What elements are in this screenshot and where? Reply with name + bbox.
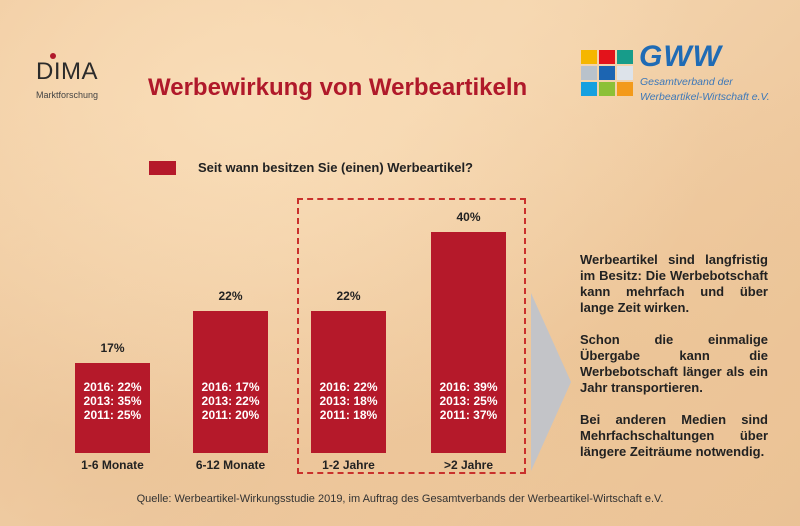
arrow-icon [531,293,571,471]
dima-logo: DIMA Marktforschung [36,52,116,104]
bar-value-label: 22% [336,289,361,303]
comparison-line: 2011: 37% [439,408,498,422]
bar-comparison-label: 2016: 22% 2013: 35% 2011: 25% [75,380,150,422]
dima-logo-dot [50,53,56,59]
side-text: Werbeartikel sind langfristig im Besitz:… [580,252,768,476]
comparison-line: 2011: 18% [319,408,378,422]
bar [193,311,268,453]
comparison-line: 2013: 35% [83,394,142,408]
highlight-box [297,198,526,474]
legend-label: Seit wann besitzen Sie (einen) Werbearti… [198,160,473,175]
bar-value-label: 17% [100,341,125,355]
category-label: 6-12 Monate [195,458,266,472]
comparison-line: 2016: 39% [439,380,498,394]
bar-comparison-label: 2016: 17% 2013: 22% 2011: 20% [193,380,268,422]
dima-logo-word: DIMA [36,58,98,85]
comparison-line: 2016: 22% [83,380,142,394]
gww-logo-square [599,66,615,80]
gww-logo-line2: Werbeartikel-Wirtschaft e.V. [640,91,770,103]
gww-logo-square [581,82,597,96]
page-title: Werbewirkung von Werbeartikeln [148,74,528,101]
dima-logo-subtitle: Marktforschung [36,90,99,100]
side-text-paragraph: Werbeartikel sind langfristig im Besitz:… [580,252,768,315]
gww-logo-square [617,66,633,80]
gww-logo-square [599,50,615,64]
category-label: 1-2 Jahre [322,458,375,472]
gww-logo: GWW Gesamtverband der Werbeartikel-Wirts… [580,40,800,108]
bar [311,311,386,453]
gww-logo-brand: GWW [639,40,722,73]
comparison-line: 2016: 22% [319,380,378,394]
category-label: 1-6 Monate [81,458,144,472]
bar [431,232,506,453]
gww-logo-square [581,66,597,80]
gww-logo-line1: Gesamtverband der [640,76,733,88]
comparison-line: 2011: 20% [201,408,260,422]
comparison-line: 2016: 17% [201,380,260,394]
bar [75,363,150,453]
gww-logo-square [599,82,615,96]
comparison-line: 2011: 25% [83,408,142,422]
gww-logo-square [617,50,633,64]
bar-value-label: 40% [456,210,481,224]
side-text-paragraph: Bei anderen Medien sind Mehrfachschaltun… [580,412,768,459]
bar-comparison-label: 2016: 22% 2013: 18% 2011: 18% [311,380,386,422]
gww-logo-square [617,82,633,96]
arrow-shape [531,293,571,471]
category-label: >2 Jahre [443,458,494,472]
comparison-line: 2013: 22% [201,394,260,408]
legend-swatch [149,161,176,175]
gww-logo-square [581,50,597,64]
side-text-paragraph: Schon die einmalige Übergabe kann die We… [580,332,768,395]
bar-value-label: 22% [218,289,243,303]
source-footnote: Quelle: Werbeartikel-Wirkungsstudie 2019… [136,493,664,505]
comparison-line: 2013: 25% [439,394,498,408]
comparison-line: 2013: 18% [319,394,378,408]
bar-comparison-label: 2016: 39% 2013: 25% 2011: 37% [431,380,506,422]
